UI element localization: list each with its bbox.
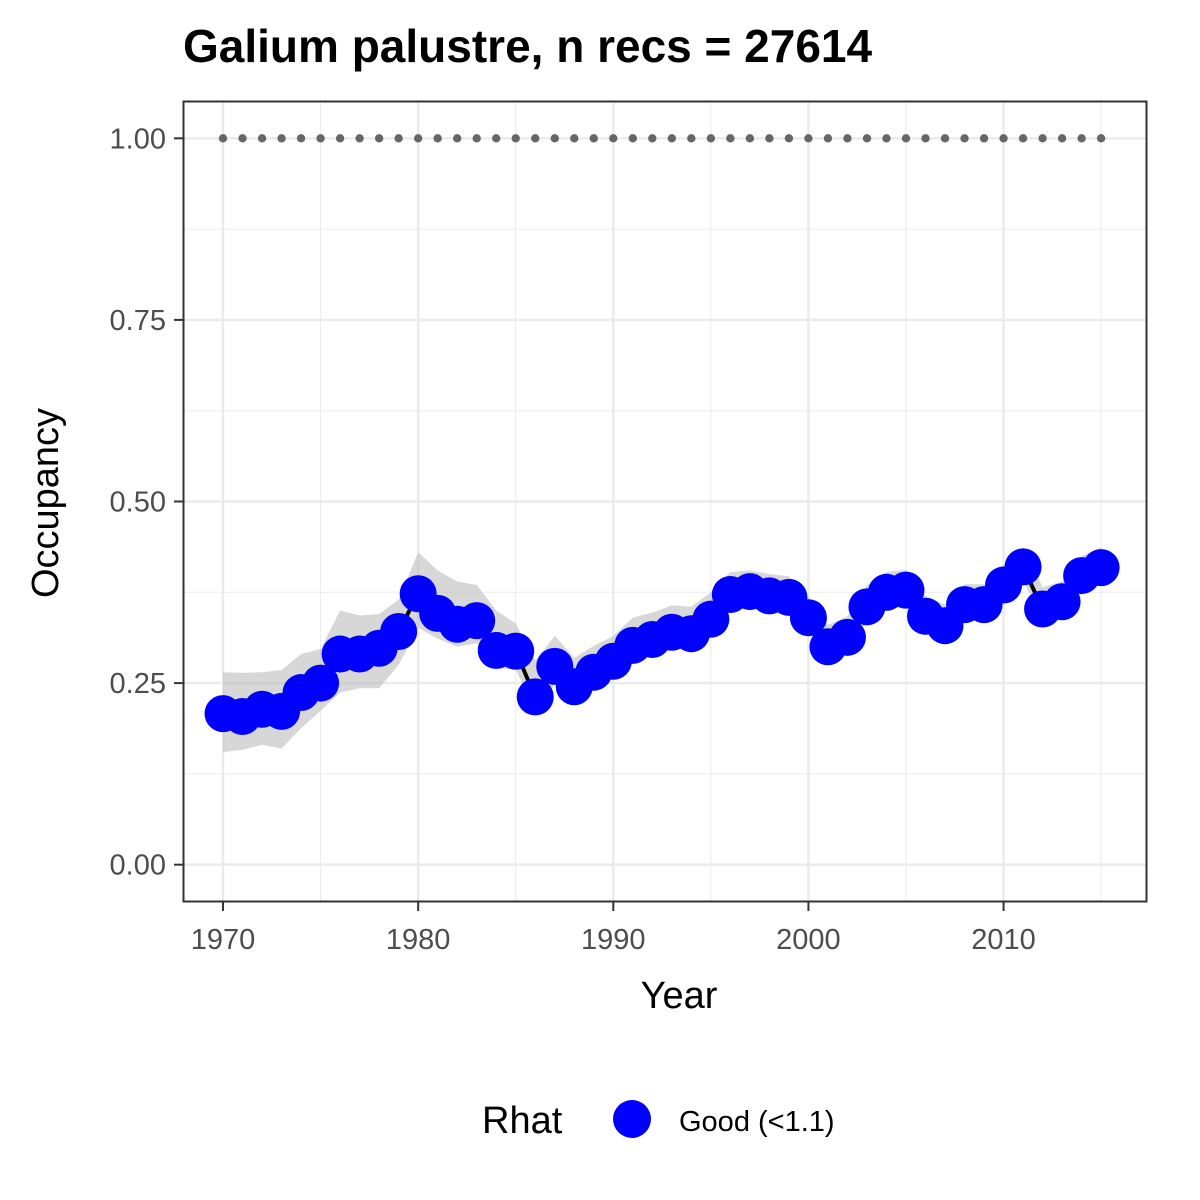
reference-dot [687,134,696,143]
data-point [497,632,535,670]
reference-dot [1038,134,1047,143]
data-point [828,618,866,656]
reference-dot [667,134,677,143]
reference-dot [589,134,598,143]
y-tick-label: 0.25 [110,668,166,700]
reference-dot [745,134,755,143]
reference-dot [316,134,325,143]
reference-dot [784,134,794,143]
reference-dot [843,134,852,143]
reference-dot [609,134,618,143]
data-point [302,664,340,702]
reference-dot [999,134,1008,143]
reference-dot [452,134,462,143]
data-point [692,600,730,638]
reference-dot [921,134,930,143]
reference-dot [1077,134,1086,143]
reference-dot [374,134,384,143]
reference-dot [765,134,774,143]
reference-dot [335,134,345,143]
reference-dot [531,134,540,143]
reference-dot [1018,134,1028,143]
reference-dot [433,134,442,143]
x-tick-label: 1970 [191,924,256,956]
reference-dot [940,134,950,143]
y-axis-title: Occupancy [25,408,67,598]
reference-dot [726,134,735,143]
data-point [380,613,418,651]
x-tick-label: 2000 [776,924,841,956]
reference-dot [413,134,423,143]
axes: 1970 1980 1990 2000 2010 0.00 0.25 0.50 0.75 1.00 [110,123,1036,956]
reference-dot [706,134,716,143]
data-point [458,602,496,640]
y-tick-label: 0.50 [110,487,166,519]
data-points-layer [204,548,1120,736]
chart-title: Galium palustre, n recs = 27614 [183,20,872,72]
reference-dot [823,134,833,143]
x-tick-label: 1980 [386,924,451,956]
data-point [789,599,827,637]
y-tick-label: 1.00 [110,123,166,155]
reference-dot [355,134,364,143]
x-tick-label: 1990 [581,924,646,956]
y-tick-label: 0.00 [110,850,166,882]
y-tick-label: 0.75 [110,305,166,337]
data-point [1043,583,1081,621]
reference-line-layer [218,134,1106,143]
reference-dot [960,134,969,143]
x-tick-label: 2010 [971,924,1036,956]
reference-dot [511,134,520,143]
reference-dot [394,134,403,143]
reference-dot [296,134,306,143]
reference-dot [472,134,481,143]
legend: Rhat Good (<1.1) [482,1100,835,1142]
data-point [1004,548,1042,586]
reference-dot [882,134,891,143]
legend-label-good: Good (<1.1) [679,1106,835,1138]
reference-dot [648,134,657,143]
legend-title: Rhat [482,1100,563,1142]
reference-dot [218,134,228,143]
reference-dot [862,134,872,143]
reference-dot [1096,134,1106,143]
x-axis-title: Year [641,975,718,1017]
reference-dot [550,134,559,143]
legend-key-good [613,1100,651,1138]
reference-dot [979,134,989,143]
data-point [516,678,554,716]
reference-dot [570,134,579,143]
reference-dot [492,134,501,143]
reference-dot [238,134,247,143]
reference-dot [257,134,267,143]
reference-dot [901,134,911,143]
reference-dot [804,134,813,143]
reference-dot [1057,134,1067,143]
reference-dot [277,134,286,143]
reference-dot [628,134,638,143]
data-point [1082,549,1120,587]
data-point [887,571,925,609]
